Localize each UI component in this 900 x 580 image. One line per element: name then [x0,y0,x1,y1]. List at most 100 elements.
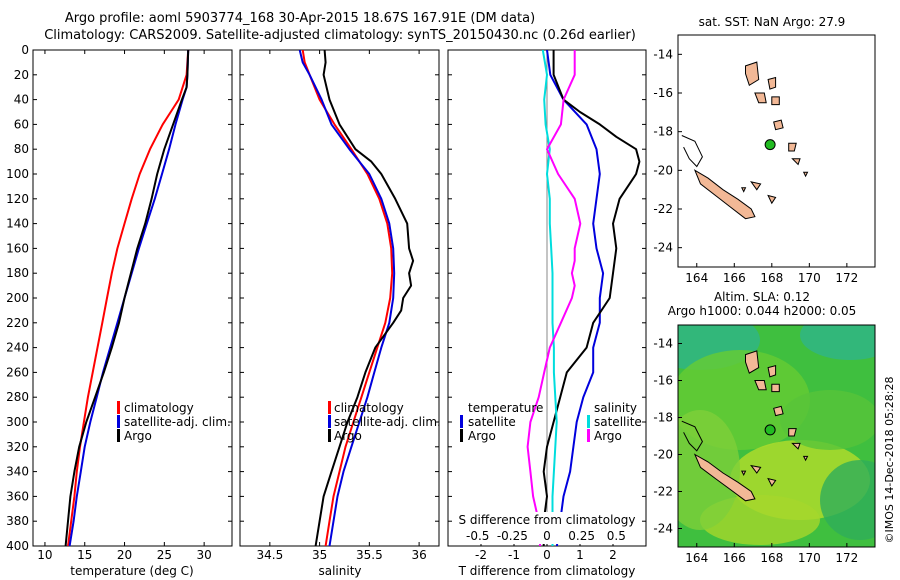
sdiff-xlabel: S difference from climatology [459,513,636,527]
legend-satellite: satellite-adj. clim. [124,415,231,429]
depth-tick-label: 0 [21,43,29,57]
depth-tick-label: 400 [6,539,29,553]
legend-satellite: satellite-adj. clim. [334,415,441,429]
map1-land [681,61,809,220]
sdiff-tick-label: 0.5 [607,529,626,543]
legend-s-satellite: satellite [594,415,642,429]
x-tick-label: -2 [475,548,487,562]
temperature-xlabel: temperature (deg C) [70,564,193,578]
map-y-tick-label: -18 [653,125,673,139]
legend-s-argo: Argo [594,429,622,443]
map-y-tick-label: -20 [653,163,673,177]
island [791,158,801,166]
depth-tick-label: 120 [6,192,29,206]
legend-t-argo: Argo [468,429,496,443]
depth-axis: 0 20 40 60 80 100 120 140 160 180 200 220 240 260 280 3… [6,43,29,553]
map-y-tick-label: -14 [653,47,673,61]
temperature-lines [64,50,190,546]
x-tick-label: 2 [609,548,617,562]
map2-title: Altim. SLA: 0.12 [714,290,810,304]
series-line-satellite-adj-clim- [68,50,190,546]
island [771,383,780,393]
series-line-satellite-adj-clim- [298,50,396,546]
depth-tick-label: 20 [14,68,29,82]
series-line-argo [314,50,415,546]
legend-swatch-argo [117,429,120,442]
salinity-lines [298,50,415,546]
x-tick-label: 0 [543,548,551,562]
salinity-xlabel: salinity [318,564,361,578]
legend-swatch-t-argo [460,429,463,442]
map-x-tick-label: 166 [723,551,746,565]
reef-outline [681,135,703,168]
map-y-tick-label: -14 [653,337,673,351]
temperature-x-axis: 10 15 20 25 30 [33,49,232,562]
island [767,76,777,90]
legend-swatch-climatology [328,401,331,414]
x-tick-label: 10 [37,548,52,562]
island [802,171,809,178]
legend-climatology: climatology [124,401,194,415]
series-line-temperature-satellite [546,50,605,546]
x-tick-label: -1 [508,548,520,562]
sdiff-tick-label: 0 [543,529,551,543]
x-tick-label: 35 [312,548,327,562]
temperature-legend: climatology satellite-adj. clim. Argo [117,401,231,443]
depth-tick-label: 360 [6,489,29,503]
map-y-tick-label: -16 [653,374,673,388]
map-x-tick-label: 164 [685,551,708,565]
map-y-tick-label: -18 [653,411,673,425]
legend-salinity: salinity [594,401,637,415]
island [802,455,809,462]
legend-temperature: temperature [468,401,543,415]
map-x-tick-label: 164 [685,271,708,285]
island [750,181,762,191]
island [741,187,747,193]
island [791,442,801,450]
map-y-tick-label: -24 [653,241,673,255]
island [754,92,767,104]
argo-float-marker [764,424,776,436]
sdiff-tick-label: 0.25 [568,529,595,543]
depth-tick-label: 300 [6,415,29,429]
x-tick-label: 25 [157,548,172,562]
x-tick-label: 15 [77,548,92,562]
depth-tick-label: 320 [6,440,29,454]
temperature-plot-frame [32,49,233,547]
sla-anomaly-patch [820,460,875,540]
depth-tick-label: 340 [6,465,29,479]
salinity-legend: climatology satellite-adj. clim. Argo [328,401,441,443]
map2-axes: 164 166 168 170 172 -14 -16 -18 -20 -22 -24 [653,337,858,566]
map-x-tick-label: 170 [798,551,821,565]
depth-tick-label: 80 [14,142,29,156]
depth-tick-label: 380 [6,514,29,528]
sla-anomaly-patch [800,325,875,360]
series-line-temperature-argo [542,50,641,546]
map-x-tick-label: 170 [798,271,821,285]
x-tick-label: 20 [117,548,132,562]
island [788,428,797,437]
sla-anomaly-patch [780,390,875,450]
legend-swatch-t-satellite [460,415,463,428]
difference-legend: temperature satellite Argo salinity sate… [460,401,642,443]
chart-title-line2: Climatology: CARS2009. Satellite-adjuste… [44,28,636,43]
sdiff-tick-label: -0.5 [466,529,489,543]
legend-t-satellite: satellite [468,415,516,429]
island [788,142,797,152]
series-line-salinity-satellite [541,50,558,546]
depth-tick-label: 160 [6,241,29,255]
island [754,380,767,391]
difference-lines [526,50,641,546]
x-tick-label: 30 [196,548,211,562]
island [693,169,756,220]
legend-argo: Argo [124,429,152,443]
map-y-tick-label: -16 [653,86,673,100]
map1-frame [677,34,876,268]
island [767,477,777,487]
island [745,350,760,374]
tdiff-xlabel: T difference from climatology [458,564,636,578]
depth-tick-label: 40 [14,93,29,107]
island [773,405,784,417]
map-x-tick-label: 168 [760,271,783,285]
depth-tick-label: 240 [6,341,29,355]
